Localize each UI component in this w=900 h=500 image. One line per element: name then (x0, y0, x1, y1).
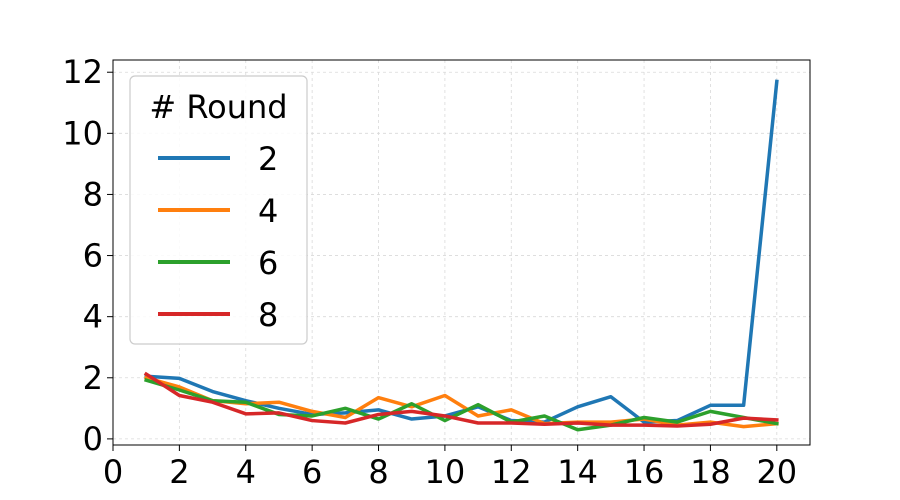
x-tick-label: 16 (624, 453, 665, 491)
x-tick-label: 4 (236, 453, 256, 491)
legend-label-8: 8 (258, 296, 278, 334)
x-tick-label: 20 (756, 453, 797, 491)
y-tick-label: 8 (83, 175, 103, 213)
y-tick-label: 2 (83, 359, 103, 397)
y-axis: 0 2 4 6 8 10 12 (62, 53, 113, 458)
x-tick-label: 8 (368, 453, 388, 491)
x-tick-label: 6 (302, 453, 322, 491)
y-tick-label: 6 (83, 237, 103, 275)
legend-label-2: 2 (258, 140, 278, 178)
series-line-8 (143, 371, 779, 428)
y-tick-label: 0 (83, 420, 103, 458)
legend: # Round 2 4 6 8 (129, 75, 308, 345)
y-tick-label: 10 (62, 114, 103, 152)
x-axis: 0 2 4 6 8 10 12 14 16 18 20 (103, 445, 797, 491)
x-tick-label: 12 (491, 453, 532, 491)
x-tick-label: 2 (169, 453, 189, 491)
series-lines (143, 79, 779, 432)
legend-label-4: 4 (258, 192, 278, 230)
x-tick-label: 18 (690, 453, 731, 491)
series-line-6 (144, 378, 779, 432)
x-tick-label: 14 (557, 453, 598, 491)
plot-frame (112, 59, 811, 446)
x-tick-label: 10 (425, 453, 466, 491)
x-tick-label: 0 (103, 453, 123, 491)
legend-title: # Round (149, 88, 287, 126)
y-tick-label: 4 (83, 298, 103, 336)
y-tick-label: 12 (62, 53, 103, 91)
legend-label-6: 6 (258, 244, 278, 282)
